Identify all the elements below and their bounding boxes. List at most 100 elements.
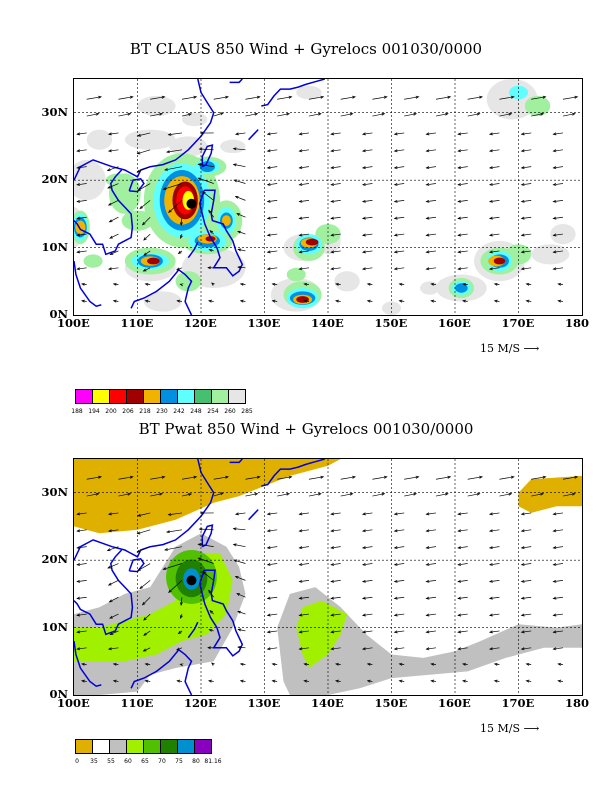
wind-vector-head <box>266 267 271 271</box>
wind-vector-head <box>239 679 244 683</box>
wind-vector <box>77 563 87 566</box>
wind-vector-head <box>199 511 204 515</box>
x-tick-label: 150E <box>374 696 408 710</box>
wind-vector-head <box>298 132 303 136</box>
cloud-area <box>296 296 309 303</box>
wind-vector-head <box>493 679 498 683</box>
wind-vector-head <box>76 630 81 634</box>
wind-vector-head <box>179 283 184 287</box>
wind-vector-head <box>164 547 168 551</box>
wind-vector-head <box>208 589 212 594</box>
wind-vector <box>435 113 449 117</box>
wind-vector <box>562 113 576 117</box>
wind-vector-head <box>303 299 308 303</box>
cloud-area <box>86 129 113 150</box>
wind-vector-head <box>330 149 335 153</box>
wind-vector-head <box>266 149 271 153</box>
x-tick-label: 110E <box>120 316 154 330</box>
wind-vector-head <box>176 299 181 303</box>
wind-vector <box>458 132 468 135</box>
wind-vector-head <box>143 252 147 256</box>
wind-vector-head <box>330 579 335 583</box>
wind-vector-head <box>137 187 141 191</box>
wind-vector <box>394 216 405 219</box>
wind-vector-head <box>136 151 141 155</box>
wind-vector-head <box>109 615 113 619</box>
wind-vector <box>108 200 119 206</box>
wind-vector-head <box>520 216 525 220</box>
wind-vector-head <box>488 546 493 550</box>
wind-vector-head <box>525 662 530 666</box>
wind-vector-head <box>352 475 356 479</box>
wind-vector-head <box>109 252 114 255</box>
wind-vector-head <box>233 559 238 563</box>
wind-vector <box>213 96 229 100</box>
wind-vector-head <box>381 492 386 496</box>
colorbar-swatch <box>109 739 127 754</box>
wind-vector-head <box>330 182 335 186</box>
wind-vector-head <box>457 562 462 566</box>
wind-vector-head <box>239 299 244 303</box>
taiwan-coast <box>201 524 214 548</box>
wind-vector <box>489 647 500 650</box>
wind-vector <box>299 200 309 202</box>
x-tick-label: 160E <box>438 316 471 330</box>
wind-vector <box>142 216 151 226</box>
wind-vector <box>267 132 278 135</box>
wind-vector-head <box>425 546 430 550</box>
wind-vector-head <box>335 299 339 303</box>
wind-vector-head <box>447 95 452 99</box>
wind-vector <box>308 96 324 100</box>
wind-vector <box>150 113 163 117</box>
wind-vector-head <box>198 147 203 151</box>
wind-vector <box>394 647 405 650</box>
wind-vector-head <box>266 233 271 237</box>
wind-vector-head <box>393 529 398 533</box>
wind-vector <box>489 596 500 599</box>
wind-vector <box>235 512 246 515</box>
wind-vector-head <box>330 216 335 220</box>
wind-vector <box>521 233 532 236</box>
colorbar-label: 242 <box>173 408 185 415</box>
wind-vector-head <box>208 209 212 214</box>
storm-center-marker <box>186 575 197 586</box>
wind-vector <box>489 250 500 253</box>
wind-vector <box>77 630 87 633</box>
wind-vector-head <box>393 149 398 153</box>
wind-vector <box>458 149 468 152</box>
wind-vector <box>489 183 500 186</box>
wind-vector-head <box>330 166 335 170</box>
colorbar-label: 254 <box>207 408 219 415</box>
wind-vector <box>118 113 131 117</box>
y-tick-label: 10N <box>41 239 68 254</box>
wind-vector <box>562 493 576 497</box>
wind-vector <box>208 210 214 218</box>
wind-vector <box>166 529 183 533</box>
cloud-area <box>296 85 322 100</box>
ryukyu-islands <box>248 129 259 141</box>
wind-vector-head <box>76 233 81 237</box>
wind-vector-head <box>330 647 335 651</box>
wind-vector-head <box>108 599 113 603</box>
wind-vector <box>176 647 183 651</box>
wind-vector <box>236 593 246 598</box>
cloud-area <box>531 244 570 265</box>
wind-vector <box>234 179 246 184</box>
wind-vector-head <box>476 112 481 116</box>
colorbar-label: 0 <box>75 758 79 765</box>
cloud-area <box>124 129 176 150</box>
wind-vector-head <box>136 549 141 553</box>
wind-vector <box>233 528 246 531</box>
wind-vector-head <box>457 267 462 271</box>
wind-vector-head <box>349 492 354 496</box>
wind-vector-head <box>488 529 493 533</box>
china-coast <box>74 79 215 181</box>
wind-vector-head <box>476 492 481 496</box>
wind-vector-head <box>488 250 493 254</box>
pwat-moist-region <box>296 600 348 668</box>
wind-vector-head <box>552 546 557 550</box>
wind-vector-head <box>266 546 271 550</box>
colorbar-swatch <box>194 389 212 404</box>
pwat-moist-region <box>277 587 582 695</box>
wind-vector-head <box>552 233 557 237</box>
